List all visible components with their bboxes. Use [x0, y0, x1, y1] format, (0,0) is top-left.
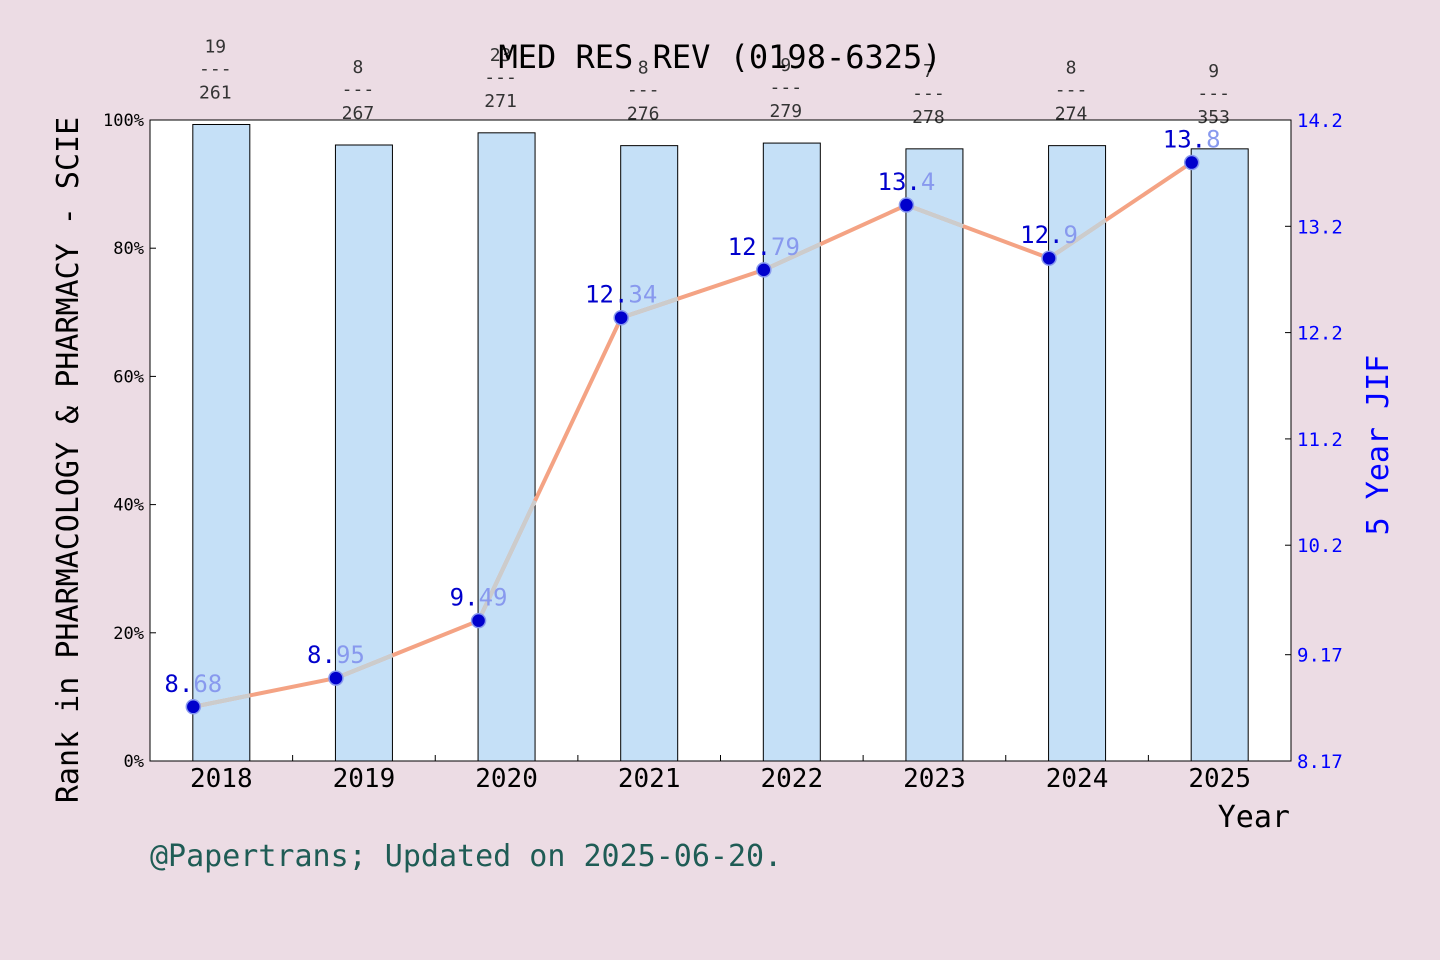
- rank-bar: [1048, 145, 1107, 762]
- jif-value-label: 13.8: [1163, 126, 1221, 154]
- jif-value-label: 12.9: [1020, 221, 1078, 249]
- jif-marker: [613, 309, 629, 326]
- left-tick-label: 60%: [113, 367, 144, 387]
- jif-line-overlap: [762, 242, 822, 272]
- rank-total-label: 276: [627, 104, 660, 125]
- jif-line-overlap: [905, 203, 964, 228]
- x-tick-label: 2018: [190, 764, 253, 794]
- jif-marker: [756, 262, 772, 278]
- rank-value-label: 8: [638, 58, 649, 79]
- footer-credit: @Papertrans; Updated on 2025-06-20.: [150, 839, 782, 874]
- jif-value-label: 12.34: [585, 281, 657, 309]
- jif-marker: [470, 612, 487, 629]
- rank-total-label: 353: [1197, 107, 1230, 128]
- jif-line-overlap: [1047, 218, 1107, 260]
- left-tick-label: 100%: [103, 111, 144, 131]
- left-tick-label: 0%: [124, 752, 144, 772]
- right-tick-label: 9.17: [1297, 645, 1343, 667]
- rank-bar: [905, 148, 964, 762]
- rank-value-label: 9: [780, 55, 791, 76]
- rank-value-label: 19: [204, 36, 226, 57]
- x-tick-label: 2025: [1188, 764, 1251, 794]
- x-tick-label: 2021: [618, 764, 681, 794]
- jif-value-label: 8.95: [307, 641, 365, 669]
- rank-separator: ---: [1197, 83, 1230, 104]
- rank-total-label: 267: [342, 103, 375, 124]
- rank-value-label: 7: [923, 61, 934, 82]
- rank-separator: ---: [199, 58, 232, 79]
- jif-marker: [1041, 250, 1057, 266]
- rank-total-label: 274: [1055, 104, 1088, 125]
- jif-marker: [1183, 154, 1200, 171]
- rank-separator: ---: [627, 80, 660, 101]
- rank-total-label: 278: [912, 107, 945, 128]
- right-tick-label: 11.2: [1297, 429, 1343, 451]
- rank-total-label: 279: [770, 101, 803, 122]
- rank-separator: ---: [342, 79, 375, 100]
- jif-marker: [185, 699, 202, 715]
- rank-bar: [620, 145, 679, 762]
- chart-title: MED RES REV (0198-6325): [498, 38, 941, 76]
- left-tick-label: 40%: [113, 496, 144, 516]
- left-tick-label: 80%: [113, 239, 144, 259]
- right-tick-label: 8.17: [1297, 751, 1343, 773]
- jif-line-overlap: [476, 499, 537, 622]
- x-tick-label: 2023: [903, 764, 966, 794]
- rank-separator: ---: [770, 77, 803, 98]
- x-axis-label: Year: [1218, 800, 1290, 835]
- jif-value-label: 13.4: [878, 168, 936, 196]
- jif-marker: [328, 670, 344, 686]
- right-tick-label: 12.2: [1297, 323, 1343, 345]
- jif-value-label: 8.68: [164, 670, 222, 698]
- x-tick-label: 2019: [333, 764, 396, 794]
- rank-separator: ---: [1055, 80, 1088, 101]
- x-tick-label: 2022: [761, 764, 824, 794]
- rank-value-label: 8: [353, 57, 364, 78]
- rank-separator: ---: [484, 67, 517, 88]
- jif-marker: [898, 197, 915, 213]
- jif-line-overlap: [335, 653, 394, 680]
- right-tick-label: 13.2: [1297, 216, 1343, 238]
- right-tick-label: 14.2: [1297, 110, 1343, 132]
- rank-separator: ---: [912, 83, 945, 104]
- y-axis-right-label: 5 Year JIF: [1361, 355, 1396, 536]
- rank-bar: [1190, 148, 1249, 762]
- left-tick-label: 20%: [113, 624, 144, 644]
- rank-total-label: 261: [199, 82, 232, 103]
- rank-bar: [762, 142, 821, 762]
- x-tick-label: 2024: [1046, 764, 1109, 794]
- jif-line-overlap: [620, 296, 679, 320]
- jif-value-label: 12.79: [728, 233, 800, 261]
- jif-line-overlap: [192, 693, 251, 709]
- rank-value-label: 9: [1208, 61, 1219, 82]
- x-tick-label: 2020: [475, 764, 538, 794]
- y-axis-left-label: Rank in PHARMACOLOGY & PHARMACY - SCIE: [51, 117, 86, 803]
- jif-value-label: 9.49: [450, 584, 508, 612]
- rank-value-label: 8: [1066, 58, 1077, 79]
- right-tick-label: 10.2: [1297, 535, 1343, 557]
- rank-bar: [192, 123, 251, 762]
- rank-total-label: 271: [484, 91, 517, 112]
- rank-bar: [477, 132, 536, 762]
- rank-value-label: 23: [490, 45, 512, 66]
